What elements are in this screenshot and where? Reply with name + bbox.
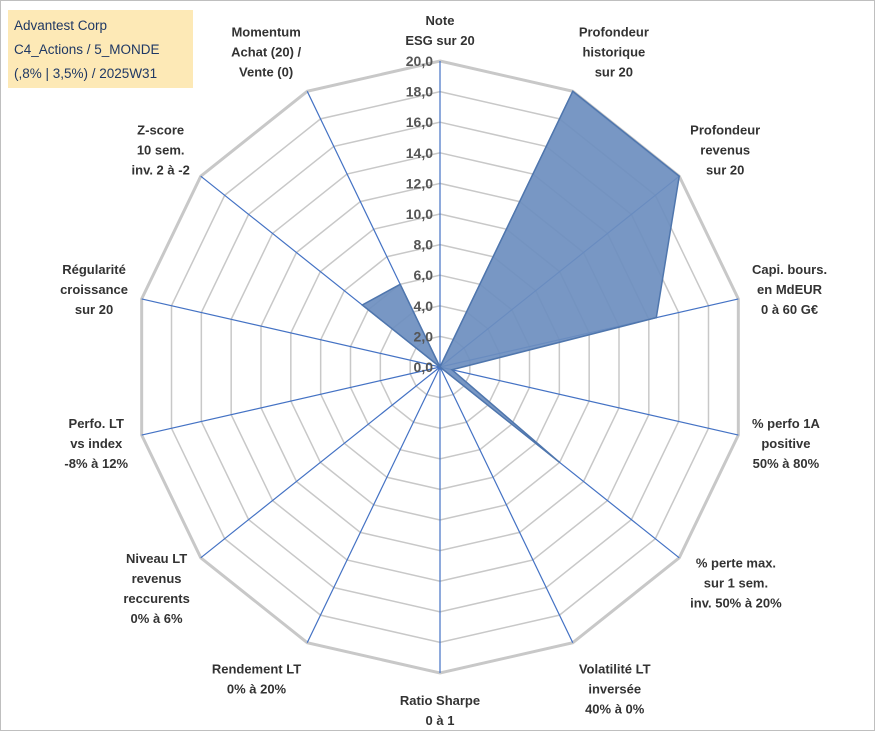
r-tick-label: 10,0 — [406, 206, 433, 222]
series-layer — [360, 90, 681, 463]
chart-info-box: Advantest Corp C4_Actions / 5_MONDE (,8%… — [8, 10, 193, 88]
axis-label: Profondeur historique sur 20 — [579, 25, 649, 80]
r-tick-label: 0,0 — [414, 359, 434, 375]
axis-spoke — [141, 366, 441, 436]
r-tick-label: 12,0 — [406, 175, 433, 191]
axis-label: Régularité croissance sur 20 — [60, 262, 128, 317]
r-tick-label: 6,0 — [414, 267, 434, 283]
r-tick-label: 18,0 — [406, 84, 433, 100]
r-tick-label: 20,0 — [406, 53, 433, 69]
portfolio-label: C4_Actions / 5_MONDE — [14, 42, 160, 57]
axis-label: Note ESG sur 20 — [405, 13, 474, 48]
axis-label: Z-score 10 sem. inv. 2 à -2 — [132, 123, 190, 178]
axis-label: % perfo 1A positive 50% à 80% — [752, 416, 821, 471]
axis-label: Momentum Achat (20) / Vente (0) — [231, 25, 301, 80]
axis-spoke — [439, 366, 574, 643]
axis-label: Profondeur revenus sur 20 — [690, 123, 760, 178]
axis-label: Rendement LT 0% à 20% — [212, 661, 301, 696]
r-tick-label: 8,0 — [414, 237, 434, 253]
r-tick-label: 4,0 — [414, 298, 434, 314]
company-name: Advantest Corp — [14, 18, 108, 33]
series-area — [360, 90, 681, 463]
axis-spoke — [306, 366, 441, 643]
tick-label-layer: 0,0 2,0 4,0 6,0 8,0 10,0 12,0 14,0 16,0 18,0 20,0 — [406, 53, 433, 375]
axis-label: Capi. bours. en MdEUR 0 à 60 G€ — [752, 262, 827, 317]
axis-label: Ratio Sharpe 0 à 1 — [400, 693, 480, 728]
r-tick-label: 2,0 — [414, 328, 434, 344]
axis-spoke — [200, 366, 441, 559]
period-label: (,8% | 3,5%) / 2025W31 — [14, 66, 158, 81]
axis-spoke — [439, 366, 739, 436]
axis-label: Volatilité LT inversée 40% à 0% — [579, 661, 651, 716]
axis-label-layer: Note ESG sur 20 Profondeur historique sur 20… — [60, 13, 827, 728]
axis-label: % perte max. sur 1 sem. inv. 50% à 20% — [690, 555, 782, 610]
axis-spoke — [141, 298, 441, 368]
r-tick-label: 14,0 — [406, 145, 433, 161]
axis-label: Niveau LT revenus reccurents 0% à 6% — [123, 551, 189, 626]
axis-label: Perfo. LT vs index -8% à 12% — [64, 416, 128, 471]
r-tick-label: 16,0 — [406, 114, 433, 130]
